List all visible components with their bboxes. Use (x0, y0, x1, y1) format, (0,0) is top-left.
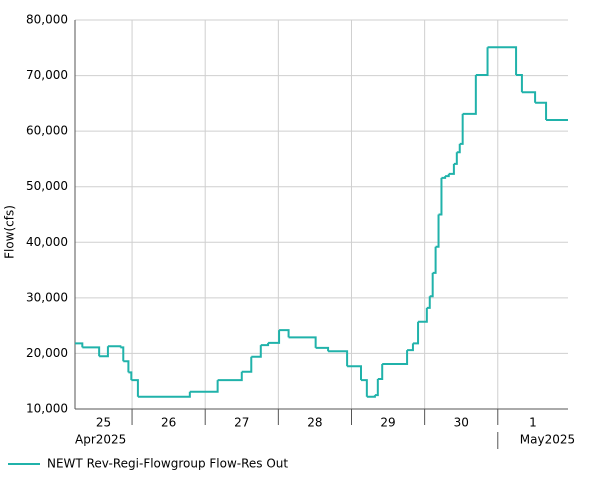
step-segment (131, 379, 139, 397)
step-segment (445, 173, 450, 178)
step-segment (107, 345, 122, 348)
step-segment (448, 163, 455, 175)
y-tick-label: 40,000 (26, 235, 68, 249)
y-tick-label: 80,000 (26, 13, 68, 27)
step-segment (426, 296, 431, 309)
month-label: May2025 (520, 433, 575, 447)
step-segment (260, 342, 270, 347)
y-tick-label: 50,000 (26, 179, 68, 193)
x-tick-label: 27 (234, 416, 249, 430)
step-segment (189, 380, 219, 393)
x-tick-label: 28 (307, 416, 322, 430)
step-segment (429, 272, 434, 298)
step-segment (75, 342, 84, 348)
step-segment (432, 246, 437, 274)
step-segment (315, 346, 330, 352)
step-segment (123, 360, 130, 373)
step-segment (418, 307, 428, 323)
step-segment (374, 378, 379, 397)
step-segment (459, 113, 464, 145)
legend-label: NEWT Rev-Regi-Flowgroup Flow-Res Out (47, 457, 288, 471)
step-segment (516, 74, 523, 93)
step-segment (366, 395, 376, 398)
step-segment (441, 176, 447, 179)
step-segment (120, 346, 125, 362)
step-segment (217, 371, 243, 382)
step-segment (137, 391, 191, 398)
y-axis-label: Flow(cfs) (3, 205, 17, 259)
step-segment (407, 343, 414, 352)
step-segment (438, 177, 443, 216)
x-tick-label: 1 (529, 416, 537, 430)
step-segment (456, 143, 461, 154)
step-segment (128, 371, 133, 381)
step-segment (453, 152, 458, 165)
step-segment (241, 356, 253, 373)
step-segment (279, 329, 290, 338)
step-segment (487, 46, 518, 76)
step-segment (377, 363, 384, 380)
step-segment (382, 350, 409, 365)
step-segment (99, 346, 109, 358)
step-segment (475, 47, 489, 77)
step-segment (347, 365, 362, 381)
step-segment (268, 330, 281, 344)
y-tick-label: 70,000 (26, 68, 68, 82)
x-tick-label: 26 (161, 416, 176, 430)
step-segment (360, 379, 368, 397)
x-tick-label: 29 (380, 416, 395, 430)
y-tick-label: 30,000 (26, 290, 68, 304)
x-tick-label: 25 (96, 416, 111, 430)
x-tick-label: 30 (454, 416, 469, 430)
step-segment (462, 75, 477, 115)
step-segment (535, 101, 548, 121)
step-segment (288, 336, 317, 348)
y-tick-label: 20,000 (26, 346, 68, 360)
step-segment (82, 346, 101, 357)
month-label: Apr2025 (75, 433, 126, 447)
y-tick-label: 60,000 (26, 124, 68, 138)
step-segment (521, 91, 537, 103)
step-segment (435, 214, 440, 248)
step-segment (251, 345, 262, 358)
step-segment (412, 321, 420, 345)
step-segment (328, 350, 349, 367)
y-tick-label: 10,000 (26, 402, 68, 416)
